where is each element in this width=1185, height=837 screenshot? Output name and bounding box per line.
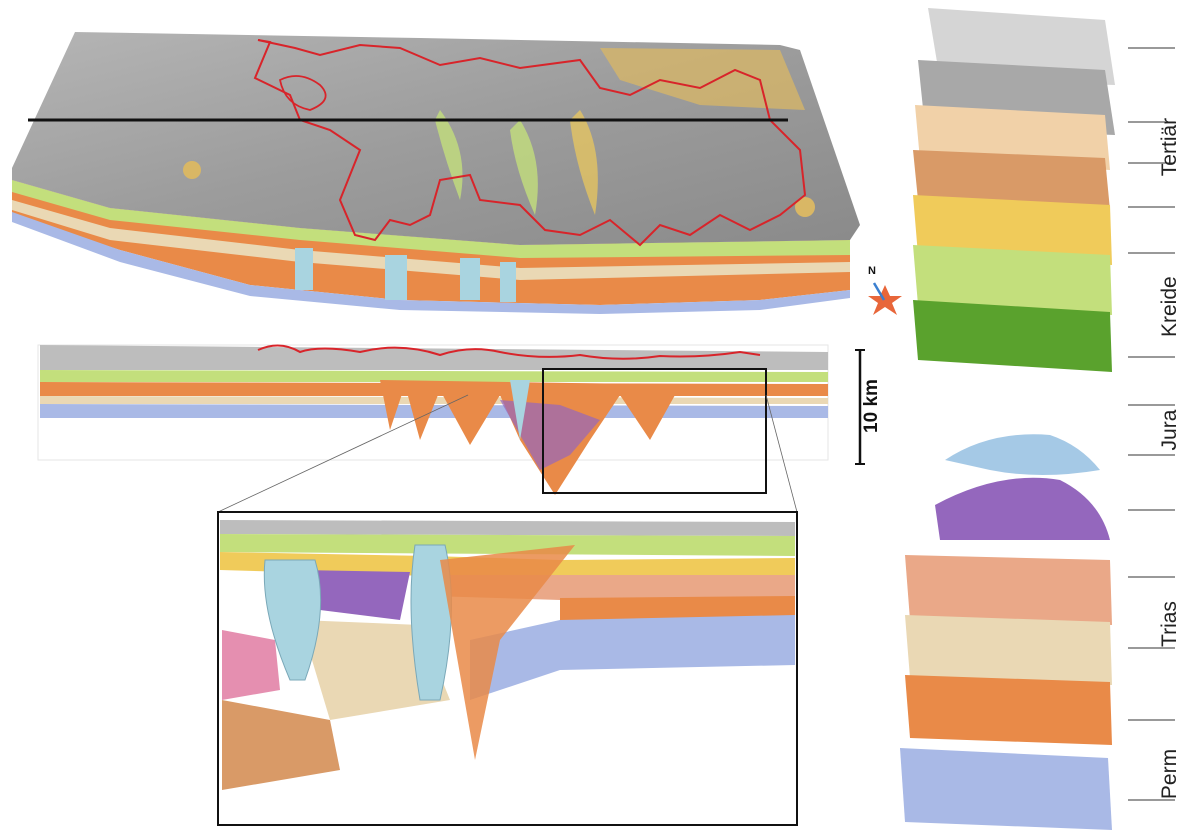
upper-boundary-outline (253, 39, 807, 247)
zoom-connector-left (217, 394, 469, 513)
layer-slice-green-light (913, 245, 1112, 315)
era-label-jura: Jura (1158, 409, 1181, 451)
upper-diapir-2 (385, 255, 407, 300)
surface-patch-yellow-2 (570, 110, 598, 215)
upper-block-strata-green (12, 180, 850, 258)
inset-tan (222, 700, 340, 790)
inset-green (220, 534, 795, 556)
cross-section-surface (40, 345, 828, 370)
layer-slice-sand (905, 615, 1112, 685)
cross-section-green (40, 370, 828, 382)
cross-section-trough-inner (500, 400, 600, 470)
surface-dome-2 (795, 197, 815, 217)
layer-slice-tan (913, 150, 1110, 210)
cross-section-red-line (257, 344, 761, 360)
layer-slice-salmon (905, 555, 1112, 625)
era-label-kreide: Kreide (1158, 276, 1181, 337)
era-boundary-ticks (1128, 47, 1175, 801)
zoom-box (542, 368, 767, 494)
upper-boundary-inner (278, 75, 327, 111)
detail-inset (217, 511, 798, 826)
era-label-tertiaer: Tertiär (1158, 117, 1181, 177)
layer-stack (900, 8, 1115, 830)
layer-slice-purple (935, 477, 1110, 540)
layer-slice-perm (900, 748, 1112, 830)
layer-slice-orange (905, 675, 1112, 745)
surface-patch-yellow (600, 48, 805, 110)
surface-patch-green-2 (510, 120, 538, 215)
compass-rose (868, 282, 902, 315)
upper-diapir-4 (500, 262, 516, 302)
layer-slice-jura-blue (945, 434, 1100, 475)
inset-purple (300, 570, 410, 620)
upper-diapir-1 (295, 248, 313, 290)
cross-section-diapir (510, 380, 530, 440)
compass-north-label: N (868, 265, 876, 277)
scale-bar-label: 10 km (861, 379, 882, 433)
layer-slice-green-dark (913, 300, 1112, 372)
surface-dome-1 (183, 161, 201, 179)
inset-blue-base (470, 615, 795, 700)
inset-pink (222, 630, 280, 700)
layer-slice-yellow (913, 195, 1112, 265)
upper-block-strata-blue (12, 212, 850, 314)
inset-trough (440, 545, 575, 760)
upper-block-strata-sand (12, 200, 850, 280)
cross-section (37, 344, 829, 513)
era-label-perm: Perm (1158, 748, 1181, 800)
era-label-trias: Trias (1158, 601, 1181, 647)
scale-bar (855, 349, 865, 465)
compass-star (868, 285, 902, 315)
compass-needle (872, 282, 886, 301)
upper-diapir-3 (460, 258, 480, 300)
upper-3d-block (12, 32, 860, 314)
zoom-connector-right (765, 394, 798, 513)
inset-diapir-1 (263, 559, 322, 681)
inset-grey (220, 520, 795, 536)
